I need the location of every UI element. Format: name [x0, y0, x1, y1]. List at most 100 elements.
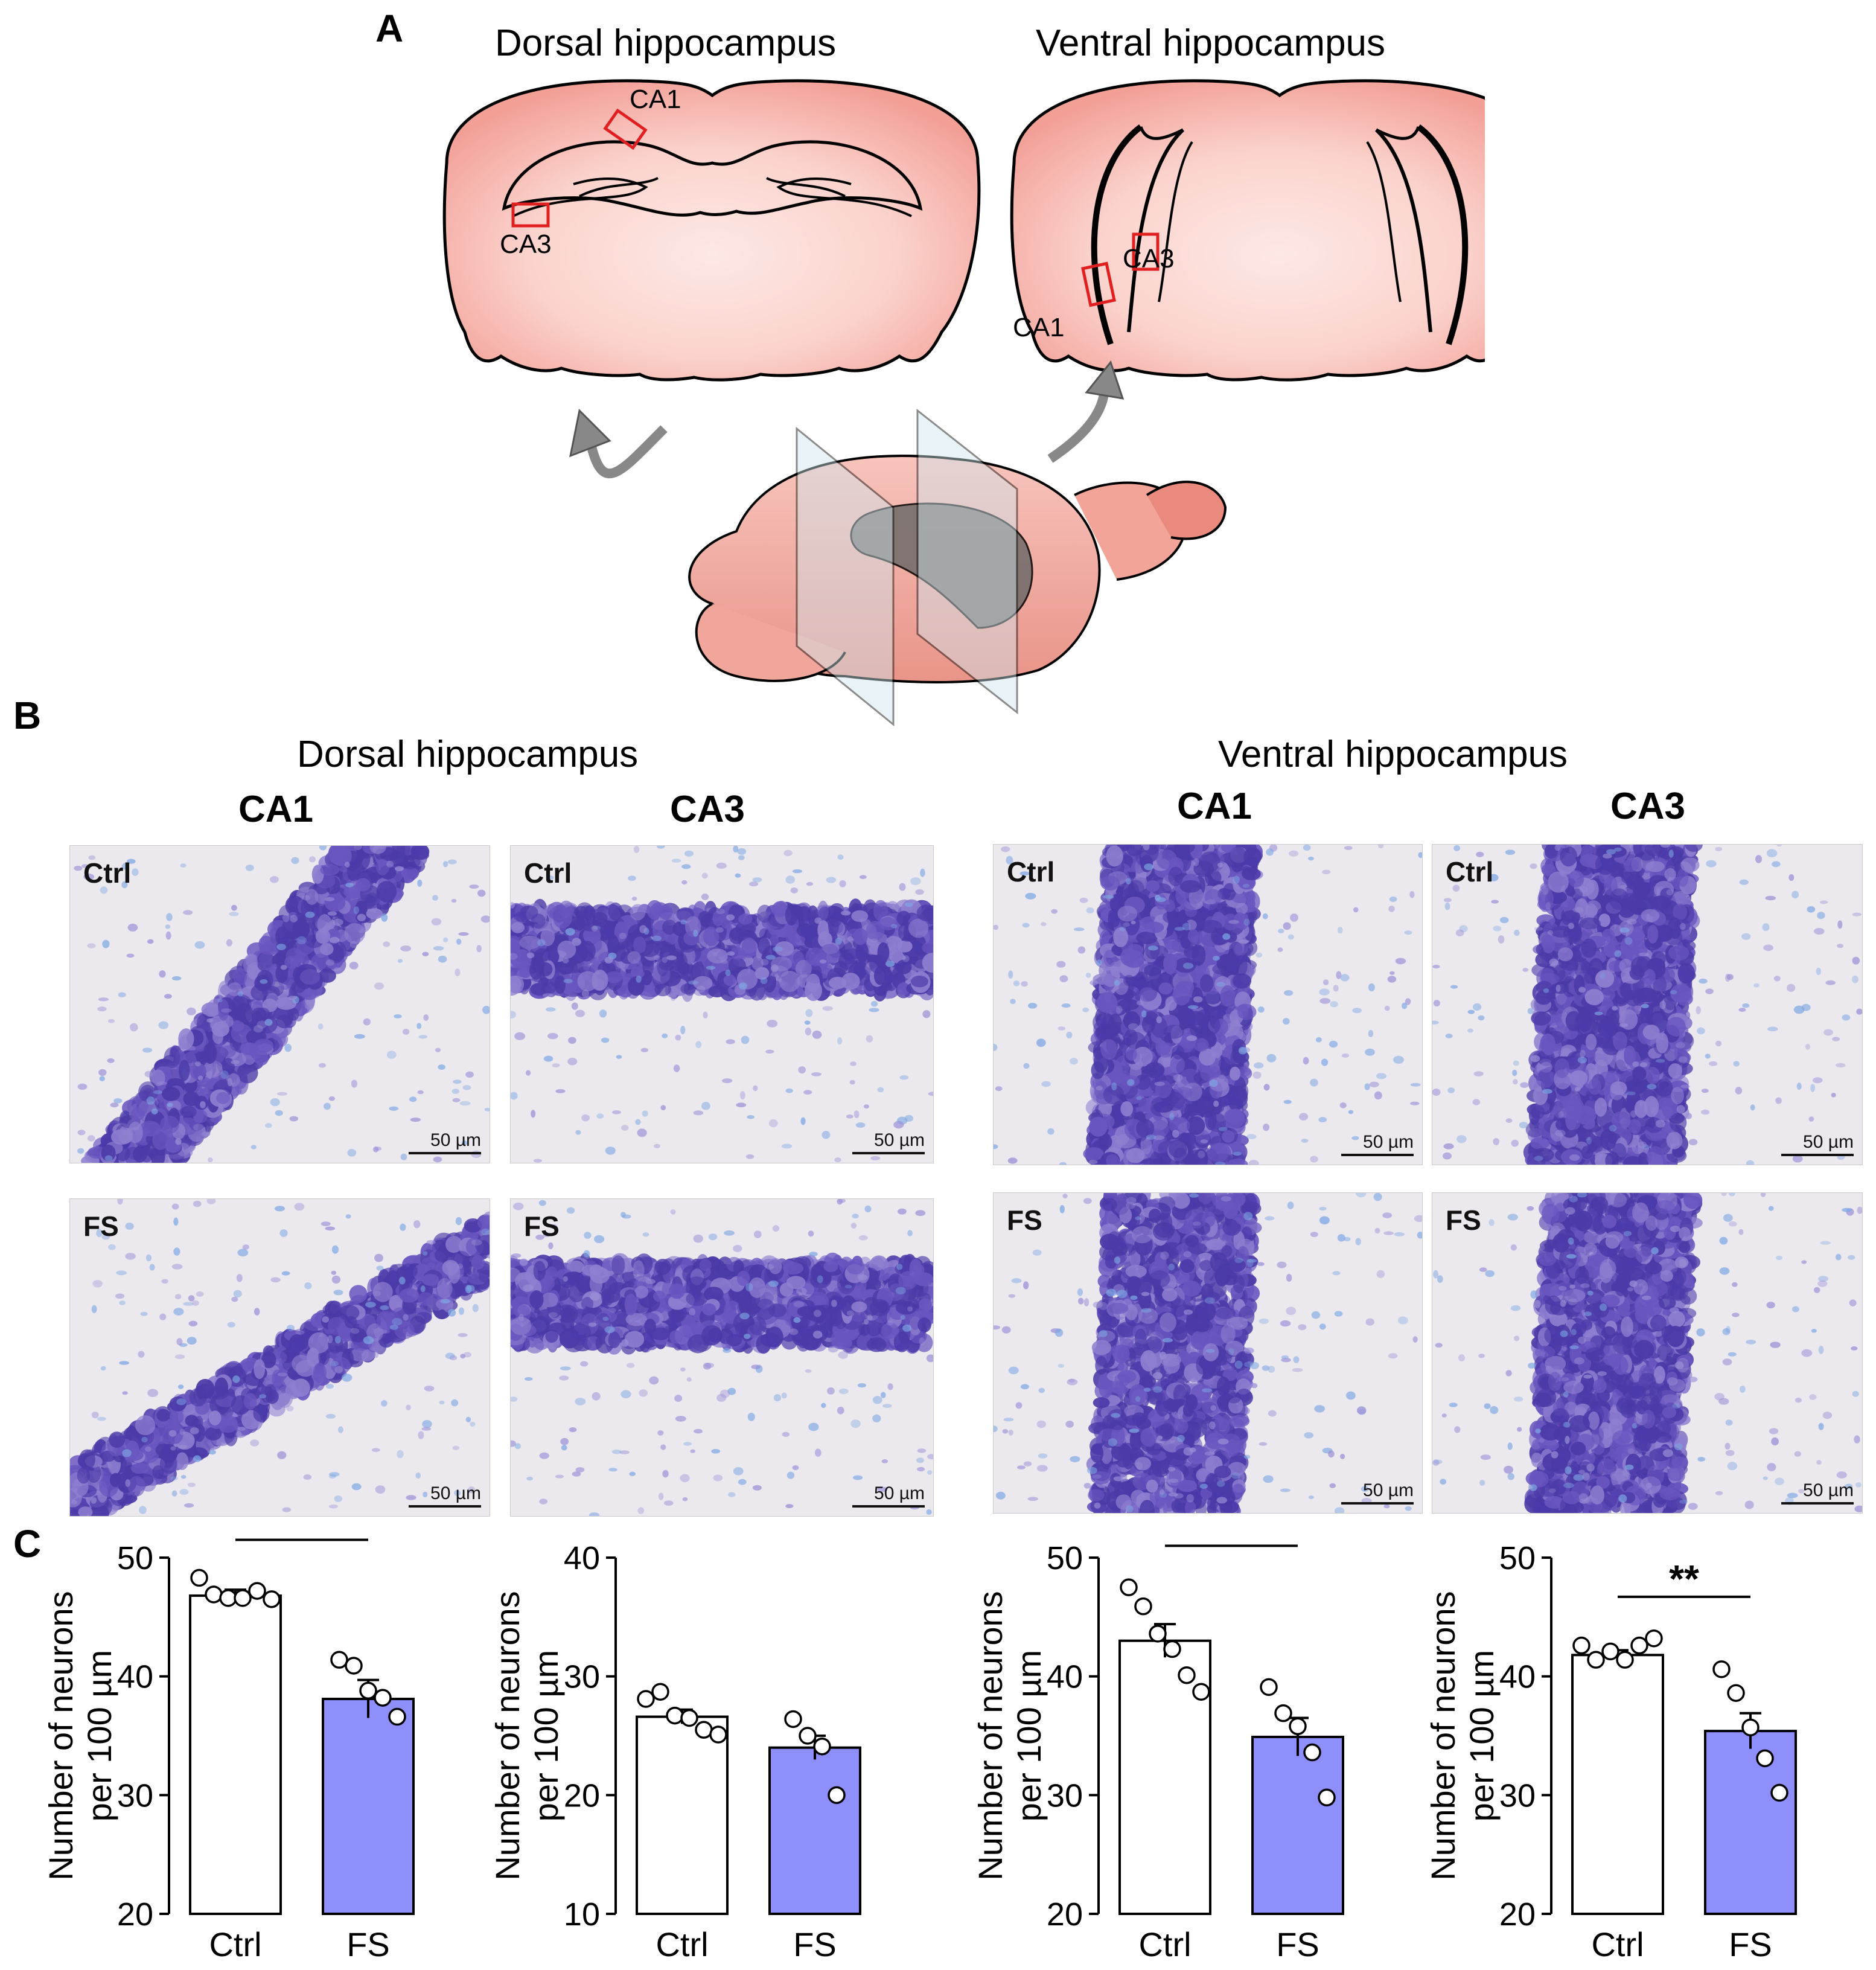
glial-cell: [334, 967, 342, 972]
glial-cell: [484, 1107, 490, 1111]
glial-cell: [165, 931, 171, 940]
panel-label-a: A: [375, 7, 404, 50]
glial-cell: [837, 1037, 843, 1045]
glial-cell: [159, 970, 166, 978]
glial-cell: [741, 1035, 750, 1044]
stained-cells: [74, 846, 490, 1163]
glial-cell: [363, 1018, 371, 1026]
glial-cell: [619, 932, 627, 939]
neuron-cell: [235, 1003, 253, 1023]
glial-cell: [102, 939, 110, 948]
glial-cell: [806, 881, 814, 886]
neuron-cell: [614, 921, 628, 942]
neuron-cell: [511, 922, 525, 933]
glial-cell: [514, 1032, 526, 1040]
neuron-cell: [742, 937, 757, 958]
glial-cell: [476, 945, 482, 953]
glial-cell: [386, 860, 394, 868]
glial-cell: [695, 1041, 702, 1049]
glial-cell: [635, 1119, 641, 1125]
glial-cell: [201, 1131, 211, 1137]
glial-cell: [783, 849, 793, 857]
glial-cell: [324, 1102, 331, 1110]
glial-cell: [423, 1014, 429, 1021]
glial-cell: [693, 930, 698, 937]
glial-cell: [877, 1087, 884, 1093]
glial-cell: [835, 938, 842, 945]
neuron-cell: [534, 948, 550, 962]
neuron-cell: [817, 900, 829, 921]
ventral-coronal-slice: [1010, 79, 1485, 382]
neuron-cell: [376, 881, 397, 903]
glial-cell: [720, 960, 728, 964]
glial-cell: [461, 1140, 467, 1146]
glial-cell: [317, 1023, 324, 1030]
neuron-cell: [922, 941, 933, 954]
whole-brain-illustration: [569, 360, 1227, 727]
glial-cell: [402, 1029, 410, 1035]
glial-cell: [662, 957, 668, 964]
glial-cell: [104, 1155, 113, 1162]
glial-cell: [537, 939, 546, 947]
neuron-cell: [633, 936, 646, 954]
neuron-cell: [630, 966, 645, 979]
schematic-ventral-title: Ventral hippocampus: [1036, 22, 1386, 64]
neuron-cell: [653, 941, 675, 958]
glial-cell: [394, 1014, 402, 1019]
schematic-dorsal-ca1-label: CA1: [630, 85, 681, 114]
glial-cell: [208, 1157, 213, 1163]
neuron-cell: [344, 923, 365, 944]
glial-cell: [637, 1128, 647, 1137]
glial-cell: [187, 1007, 196, 1015]
neuron-cell: [292, 919, 310, 940]
glial-cell: [118, 992, 126, 997]
glial-cell: [98, 1069, 107, 1076]
condition-label-ctrl: Ctrl: [83, 857, 132, 889]
stained-cells: [994, 845, 1422, 1165]
glial-cell: [165, 924, 171, 929]
glial-cell: [257, 1020, 267, 1029]
glial-cell: [373, 1146, 379, 1153]
glial-cell: [701, 894, 709, 900]
glial-cell: [87, 943, 96, 948]
glial-cell: [910, 877, 921, 885]
glial-cell: [850, 1061, 857, 1066]
dorsal-ca3-title: CA3: [670, 788, 745, 830]
glial-cell: [318, 1063, 326, 1068]
neuron-cell: [855, 941, 869, 963]
glial-cell: [752, 877, 762, 883]
neuron-cell: [162, 1087, 180, 1101]
neuron-cell: [796, 923, 817, 938]
glial-cell: [351, 1079, 357, 1088]
glial-cell: [726, 914, 735, 921]
glial-cell: [662, 1033, 668, 1038]
neuron-cell: [723, 974, 736, 987]
glial-cell: [675, 1034, 681, 1041]
neuron-cell: [375, 859, 389, 875]
neuron-cell: [331, 846, 352, 866]
glial-cell: [206, 1018, 213, 1023]
glial-cell: [837, 854, 844, 860]
glial-cell: [451, 898, 457, 903]
glial-cell: [511, 953, 518, 960]
glial-cell: [814, 917, 822, 924]
glial-cell: [761, 959, 769, 966]
glial-cell: [254, 1025, 263, 1033]
glial-cell: [800, 1117, 806, 1125]
schematic-ventral-ca1-label: CA1: [1013, 313, 1065, 342]
glial-cell: [280, 965, 287, 970]
glial-cell: [605, 1147, 616, 1155]
glial-cell: [442, 861, 448, 868]
neuron-cell: [410, 846, 430, 860]
glial-cell: [572, 938, 581, 946]
neuron-cell: [806, 973, 820, 993]
glial-cell: [132, 868, 139, 876]
glial-cell: [885, 961, 895, 967]
glial-cell: [819, 959, 827, 964]
glial-cell: [899, 883, 906, 891]
glial-cell: [716, 927, 724, 933]
neuron-cell: [257, 951, 275, 972]
glial-cell: [166, 913, 173, 921]
glial-cell: [389, 1106, 399, 1111]
neuron-cell: [240, 1042, 259, 1055]
